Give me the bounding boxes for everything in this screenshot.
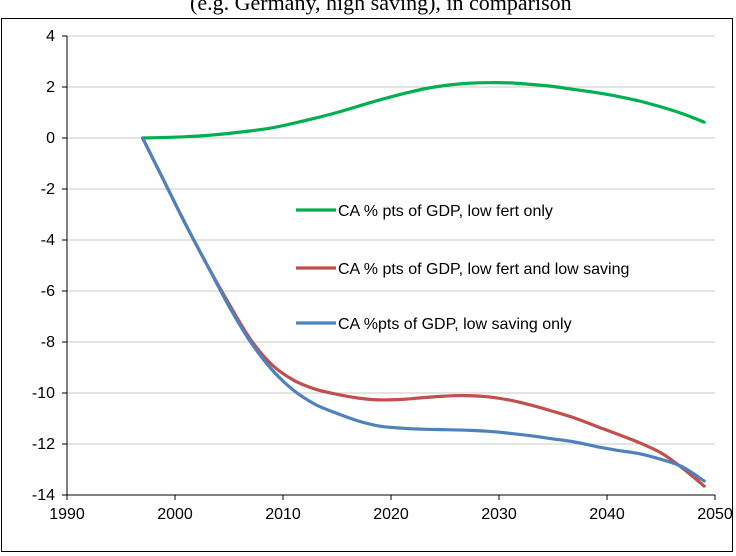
y-tick-label: -8 [41,334,55,351]
y-tick-label: -4 [41,232,55,249]
y-tick-label: -6 [41,283,55,300]
tick-labels: -14 -12 -10 -8 -6 -4 -2 0 2 4 1990 2000 2010 2020 2030… [32,28,733,523]
x-tick-label: 1990 [49,506,85,523]
series-line-low-fert-low-saving [141,136,706,488]
legend-item: CA % pts of GDP, low fert only [296,203,553,220]
x-tick-label: 2010 [265,506,301,523]
y-tick-label: 0 [46,130,55,147]
y-tick-label: -10 [32,385,55,402]
x-tick-label: 2020 [373,506,409,523]
legend-label: CA % pts of GDP, low fert and low saving [338,261,629,278]
top-caption-strip: (e.g. Germany, high saving), in comparis… [0,0,736,20]
y-tick-label: 2 [46,79,55,96]
line-chart: -14 -12 -10 -8 -6 -4 -2 0 2 4 1990 2000 2010 2020 2030… [32,28,733,523]
x-tick-label: 2050 [697,506,733,523]
y-tick-label: -14 [32,487,55,504]
y-tick-label: 4 [46,28,55,45]
caption-fragment: (e.g. Germany, high saving), in comparis… [190,0,572,15]
y-tick-label: -2 [41,181,55,198]
legend-item: CA %pts of GDP, low saving only [296,316,572,333]
x-tick-label: 2000 [157,506,193,523]
axes [62,35,716,500]
x-tick-label: 2040 [589,506,625,523]
legend-label: CA %pts of GDP, low saving only [338,316,572,333]
x-tick-label: 2030 [481,506,517,523]
legend: CA % pts of GDP, low fert only CA % pts o… [296,203,629,333]
series-line-low-saving [141,136,706,483]
series-line-low-fert [141,81,706,140]
legend-label: CA % pts of GDP, low fert only [338,203,553,220]
y-tick-label: -12 [32,436,55,453]
chart-frame: -14 -12 -10 -8 -6 -4 -2 0 2 4 1990 2000 2010 2020 2030… [1,18,733,552]
series-lines [141,81,706,488]
legend-item: CA % pts of GDP, low fert and low saving [296,261,629,278]
